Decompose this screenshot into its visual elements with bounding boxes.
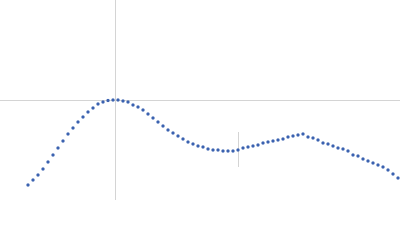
- point: [226, 149, 230, 153]
- point: [141, 108, 145, 112]
- point: [76, 120, 80, 124]
- point: [336, 146, 340, 150]
- point: [156, 120, 160, 124]
- point: [241, 146, 245, 150]
- point: [61, 139, 65, 143]
- point: [301, 132, 305, 136]
- point: [316, 138, 320, 142]
- point: [91, 106, 95, 110]
- point: [351, 153, 355, 157]
- point: [291, 134, 295, 138]
- point: [246, 145, 250, 149]
- point: [201, 145, 205, 149]
- point: [196, 144, 200, 148]
- point: [136, 105, 140, 109]
- point: [181, 137, 185, 141]
- point: [176, 134, 180, 138]
- point: [66, 132, 70, 136]
- point: [396, 176, 400, 180]
- point: [346, 149, 350, 153]
- point: [311, 136, 315, 140]
- point: [146, 112, 150, 116]
- point: [56, 146, 60, 150]
- point: [86, 110, 90, 114]
- point: [46, 160, 50, 164]
- point: [306, 135, 310, 139]
- point: [26, 183, 30, 187]
- point: [286, 135, 290, 139]
- point: [191, 142, 195, 146]
- point: [266, 140, 270, 144]
- point: [221, 149, 225, 153]
- point: [81, 115, 85, 119]
- point: [121, 99, 125, 103]
- point: [71, 126, 75, 130]
- point: [41, 167, 45, 171]
- point: [261, 141, 265, 145]
- point: [161, 124, 165, 128]
- point: [256, 143, 260, 147]
- point: [361, 157, 365, 161]
- point: [211, 148, 215, 152]
- point: [96, 102, 100, 106]
- point: [31, 178, 35, 182]
- chart: [0, 0, 400, 200]
- point: [186, 140, 190, 144]
- point: [386, 168, 390, 172]
- point: [276, 138, 280, 142]
- point: [326, 142, 330, 146]
- point: [36, 173, 40, 177]
- point: [171, 131, 175, 135]
- point: [376, 163, 380, 167]
- point: [271, 139, 275, 143]
- point: [371, 161, 375, 165]
- point: [356, 154, 360, 158]
- point: [231, 149, 235, 153]
- point: [381, 165, 385, 169]
- point: [366, 159, 370, 163]
- point: [341, 147, 345, 151]
- point: [391, 172, 395, 176]
- point: [131, 103, 135, 107]
- point: [111, 98, 115, 102]
- point: [126, 100, 130, 104]
- point: [116, 98, 120, 102]
- point: [296, 133, 300, 137]
- point: [281, 137, 285, 141]
- page: (() => { const data = JSON.parse(documen…: [0, 0, 400, 200]
- point: [321, 141, 325, 145]
- point: [236, 148, 240, 152]
- point: [151, 116, 155, 120]
- point: [206, 147, 210, 151]
- point: [216, 148, 220, 152]
- point: [251, 144, 255, 148]
- point: [106, 98, 110, 103]
- point: [51, 153, 55, 157]
- point: [166, 128, 170, 132]
- point: [331, 144, 335, 148]
- point: [101, 100, 105, 104]
